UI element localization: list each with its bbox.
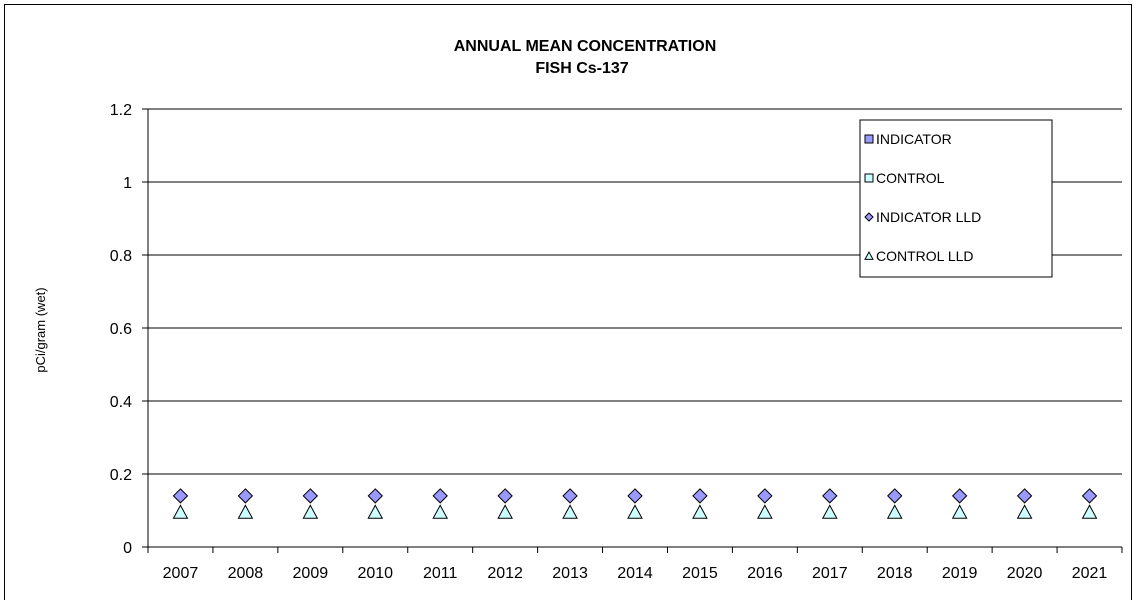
control-lld-point <box>951 504 968 519</box>
legend-marker <box>864 134 874 144</box>
chart-subtitle: FISH Cs-137 <box>535 60 628 77</box>
x-tick-label: 2009 <box>293 565 329 582</box>
legend-box <box>859 119 1053 278</box>
control-lld-point <box>1016 504 1033 519</box>
control-lld-point <box>172 504 189 519</box>
y-tick-label: 0.8 <box>110 248 132 265</box>
control-lld-point <box>497 504 513 519</box>
control-lld-point <box>821 504 838 519</box>
chart-frame <box>4 4 1132 600</box>
control-lld-point <box>367 504 384 519</box>
indicator-lld-point <box>692 488 708 504</box>
control-lld-point <box>627 504 643 519</box>
indicator-lld-point <box>237 488 254 504</box>
control-lld-point <box>432 504 449 519</box>
legend-label: INDICATOR LLD <box>876 209 981 225</box>
x-tick-label: 2016 <box>747 565 783 582</box>
indicator-lld-point <box>822 488 838 504</box>
control-lld-point <box>1081 504 1098 519</box>
x-tick-label: 2010 <box>357 565 393 582</box>
y-tick-label: 0.6 <box>110 321 132 338</box>
x-tick-label: 2007 <box>163 565 199 582</box>
control-lld-point <box>562 504 578 519</box>
control-lld-point <box>302 504 319 519</box>
x-tick-label: 2008 <box>228 565 264 582</box>
legend-label: INDICATOR <box>876 131 952 147</box>
y-tick-label: 1.2 <box>110 102 132 119</box>
x-tick-label: 2015 <box>682 565 718 582</box>
indicator-lld-point <box>1016 488 1033 504</box>
x-tick-label: 2018 <box>877 565 913 582</box>
legend-label: CONTROL LLD <box>876 248 974 264</box>
indicator-lld-point <box>432 488 448 504</box>
y-tick-label: 0.4 <box>110 394 132 411</box>
x-tick-label: 2013 <box>552 565 588 582</box>
indicator-lld-point <box>757 488 773 504</box>
indicator-lld-point <box>951 488 968 504</box>
legend-marker <box>864 250 874 260</box>
x-tick-label: 2020 <box>1007 565 1043 582</box>
y-tick-label: 0 <box>123 540 132 557</box>
x-tick-label: 2012 <box>487 565 523 582</box>
x-tick-label: 2019 <box>942 565 978 582</box>
indicator-lld-point <box>367 488 383 504</box>
y-tick-label: 0.2 <box>110 467 132 484</box>
indicator-lld-point <box>1081 488 1098 504</box>
control-lld-point <box>237 504 254 519</box>
legend-label: CONTROL <box>876 170 945 186</box>
legend-marker <box>864 173 874 183</box>
legend-marker <box>864 212 874 222</box>
x-tick-label: 2017 <box>812 565 848 582</box>
indicator-lld-point <box>302 488 319 504</box>
chart-title: ANNUAL MEAN CONCENTRATION <box>454 38 717 55</box>
x-tick-label: 2011 <box>423 565 458 582</box>
indicator-lld-point <box>887 488 903 504</box>
x-tick-label: 2014 <box>617 565 653 582</box>
indicator-lld-point <box>497 488 513 504</box>
indicator-lld-point <box>627 488 643 504</box>
y-axis-label: pCi/gram (wet) <box>33 287 48 372</box>
y-tick-label: 1 <box>123 175 132 192</box>
x-tick-label: 2021 <box>1072 565 1108 582</box>
indicator-lld-point <box>562 488 578 504</box>
control-lld-point <box>692 504 708 519</box>
control-lld-point <box>886 504 903 519</box>
indicator-lld-point <box>172 488 189 504</box>
control-lld-point <box>757 504 773 519</box>
